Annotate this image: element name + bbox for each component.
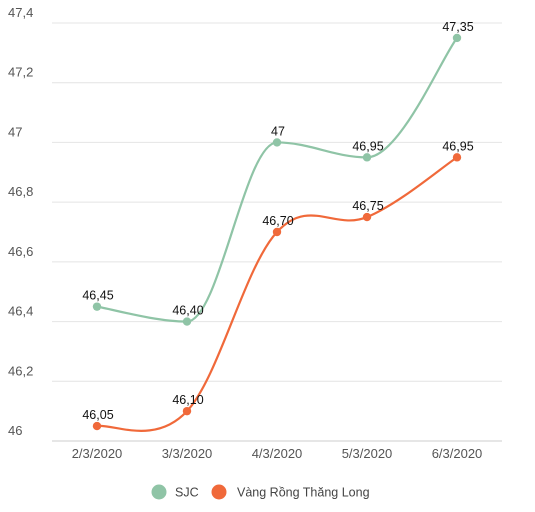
- data-label: 46,95: [352, 139, 383, 153]
- data-point[interactable]: [272, 227, 282, 237]
- data-point[interactable]: [362, 212, 372, 222]
- y-tick-label: 46: [8, 423, 22, 438]
- series: [92, 33, 462, 432]
- data-labels: 46,45 46,40 47 46,95 47,35 46,05 46,10 46,70 46,…: [82, 20, 473, 422]
- series-line: [96, 156, 458, 432]
- data-point[interactable]: [452, 33, 462, 43]
- data-label: 46,05: [82, 408, 113, 422]
- data-point[interactable]: [92, 421, 102, 431]
- x-tick-label: 5/3/2020: [342, 446, 393, 461]
- y-tick-label: 46,6: [8, 244, 33, 259]
- series-line: [96, 37, 458, 323]
- x-tick-label: 6/3/2020: [432, 446, 483, 461]
- data-point[interactable]: [182, 317, 192, 326]
- y-tick-label: 46,2: [8, 363, 33, 378]
- legend-marker[interactable]: [211, 484, 227, 500]
- y-tick-label: 46,4: [8, 304, 33, 319]
- data-label: 47: [271, 124, 285, 138]
- y-tick-label: 47,4: [8, 5, 33, 20]
- x-tick-label: 3/3/2020: [162, 446, 213, 461]
- data-point[interactable]: [452, 153, 462, 162]
- x-tick-label: 2/3/2020: [72, 446, 123, 461]
- data-label: 46,70: [262, 214, 293, 228]
- legend: SJC Vàng Rồng Thăng Long: [151, 484, 370, 500]
- data-label: 47,35: [442, 20, 473, 34]
- data-point[interactable]: [182, 406, 192, 416]
- data-point[interactable]: [362, 153, 372, 162]
- data-label: 46,95: [442, 139, 473, 153]
- y-tick-label: 46,8: [8, 184, 33, 199]
- y-tick-label: 47: [8, 124, 22, 139]
- axes: 46 46,2 46,4 46,6 46,8 47 47,2 47,4 2/3/2020 3/3/…: [8, 5, 482, 461]
- data-point[interactable]: [272, 138, 282, 147]
- legend-marker[interactable]: [151, 484, 167, 500]
- y-tick-label: 47,2: [8, 65, 33, 80]
- data-label: 46,10: [172, 393, 203, 407]
- x-tick-label: 4/3/2020: [252, 446, 303, 461]
- data-label: 46,40: [172, 304, 203, 318]
- data-label: 46,75: [352, 199, 383, 213]
- legend-label[interactable]: SJC: [175, 486, 199, 500]
- legend-label[interactable]: Vàng Rồng Thăng Long: [237, 486, 370, 500]
- data-point[interactable]: [92, 302, 102, 311]
- data-label: 46,45: [82, 289, 113, 303]
